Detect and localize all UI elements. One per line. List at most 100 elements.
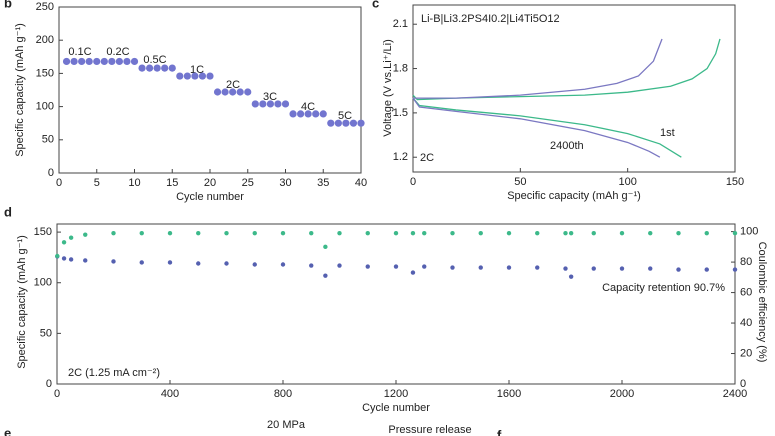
data-point bbox=[61, 240, 67, 245]
plot-frame bbox=[412, 4, 736, 173]
data-point bbox=[323, 244, 328, 250]
data-point bbox=[450, 265, 455, 270]
y-axis-title: Specific capacity (mAh g⁻¹) bbox=[14, 23, 26, 157]
x-axis-title: Cycle number bbox=[176, 191, 244, 203]
data-point bbox=[312, 110, 320, 118]
annotation: 0.1C bbox=[68, 46, 91, 58]
data-point bbox=[319, 110, 327, 118]
data-point bbox=[196, 261, 201, 266]
data-point bbox=[191, 72, 199, 80]
data-point bbox=[327, 119, 335, 127]
data-point bbox=[568, 274, 574, 279]
data-point bbox=[55, 253, 60, 259]
data-point bbox=[334, 119, 342, 127]
data-point bbox=[297, 110, 305, 118]
y2-tick-label: 100 bbox=[740, 226, 758, 238]
data-point bbox=[568, 230, 574, 236]
x-tick-label: 400 bbox=[161, 388, 179, 400]
data-point bbox=[100, 57, 108, 66]
data-point bbox=[153, 64, 161, 72]
panel-label: e bbox=[4, 425, 11, 436]
x-tick-label: 50 bbox=[514, 176, 526, 188]
x-tick-label: 800 bbox=[274, 388, 292, 400]
y-tick-label: 100 bbox=[36, 101, 54, 113]
y-tick-label: 50 bbox=[40, 327, 52, 339]
data-point bbox=[704, 267, 709, 272]
data-line bbox=[413, 38, 663, 99]
data-point bbox=[139, 230, 144, 236]
data-point bbox=[365, 264, 370, 269]
data-point bbox=[138, 64, 146, 72]
data-point bbox=[167, 260, 173, 265]
x-axis-title: Specific capacity (mAh g⁻¹) bbox=[507, 190, 641, 202]
data-point bbox=[252, 230, 257, 236]
x-tick-label: 10 bbox=[128, 177, 140, 189]
data-point bbox=[83, 232, 88, 237]
x-tick-label: 2400 bbox=[723, 388, 747, 400]
y-tick-label: 1.2 bbox=[393, 151, 408, 163]
x-tick-label: 0 bbox=[56, 177, 62, 189]
data-point bbox=[168, 64, 176, 72]
y-tick-label: 1.8 bbox=[393, 62, 408, 74]
x-tick-label: 0 bbox=[54, 388, 60, 400]
data-point bbox=[161, 64, 169, 72]
data-point bbox=[68, 257, 74, 262]
y2-tick-label: 20 bbox=[740, 347, 752, 359]
data-point bbox=[393, 230, 399, 236]
data-line bbox=[412, 97, 661, 158]
data-point bbox=[591, 266, 596, 271]
x-tick-label: 5 bbox=[94, 177, 100, 189]
y2-tick-label: 80 bbox=[740, 256, 752, 268]
data-point bbox=[309, 230, 314, 236]
panel-label: b bbox=[4, 0, 12, 10]
y-axis-title: Specific capacity (mAh g⁻¹) bbox=[16, 235, 28, 369]
data-point bbox=[619, 266, 625, 271]
data-point bbox=[280, 262, 286, 267]
data-point bbox=[535, 230, 540, 236]
data-point bbox=[506, 230, 512, 236]
data-point bbox=[410, 270, 416, 275]
data-point bbox=[111, 259, 116, 264]
annotation: 2C (1.25 mA cm⁻²) bbox=[68, 367, 160, 379]
data-point bbox=[139, 260, 144, 265]
data-point bbox=[167, 230, 173, 236]
data-point bbox=[108, 57, 116, 66]
y-tick-label: 1.5 bbox=[393, 107, 408, 119]
data-point bbox=[213, 88, 222, 96]
annotation: 0.2C bbox=[106, 46, 129, 58]
x-tick-label: 100 bbox=[618, 176, 636, 188]
annotation: 2400th bbox=[550, 140, 584, 152]
data-point bbox=[289, 110, 297, 118]
data-point bbox=[393, 264, 399, 269]
y-axis-title: Voltage (V vs.Li⁺/Li) bbox=[382, 39, 394, 137]
y-tick-label: 0 bbox=[48, 167, 54, 179]
data-point bbox=[563, 266, 568, 271]
data-point bbox=[591, 230, 596, 236]
data-point bbox=[349, 119, 358, 127]
y-tick-label: 150 bbox=[36, 67, 54, 79]
fragment-text: Pressure release bbox=[388, 424, 471, 436]
data-point bbox=[78, 57, 86, 66]
data-point bbox=[422, 230, 427, 236]
data-point bbox=[183, 72, 191, 80]
annotation: 0.5C bbox=[143, 54, 166, 66]
y-tick-label: 50 bbox=[42, 134, 54, 146]
data-point bbox=[304, 110, 312, 118]
panel-label: f bbox=[497, 427, 502, 436]
annotation: 3C bbox=[263, 91, 277, 103]
data-point bbox=[68, 235, 74, 240]
data-point bbox=[115, 57, 123, 66]
data-point bbox=[309, 263, 314, 268]
y-tick-label: 0 bbox=[46, 378, 52, 390]
data-point bbox=[478, 265, 483, 270]
data-point bbox=[61, 256, 67, 261]
data-point bbox=[221, 88, 229, 96]
data-point bbox=[224, 230, 229, 236]
y-tick-label: 150 bbox=[34, 226, 52, 238]
data-point bbox=[410, 230, 416, 236]
data-point bbox=[111, 230, 116, 236]
data-point bbox=[357, 119, 365, 127]
x-tick-label: 15 bbox=[166, 177, 178, 189]
fragment-text: 20 MPa bbox=[267, 419, 306, 431]
